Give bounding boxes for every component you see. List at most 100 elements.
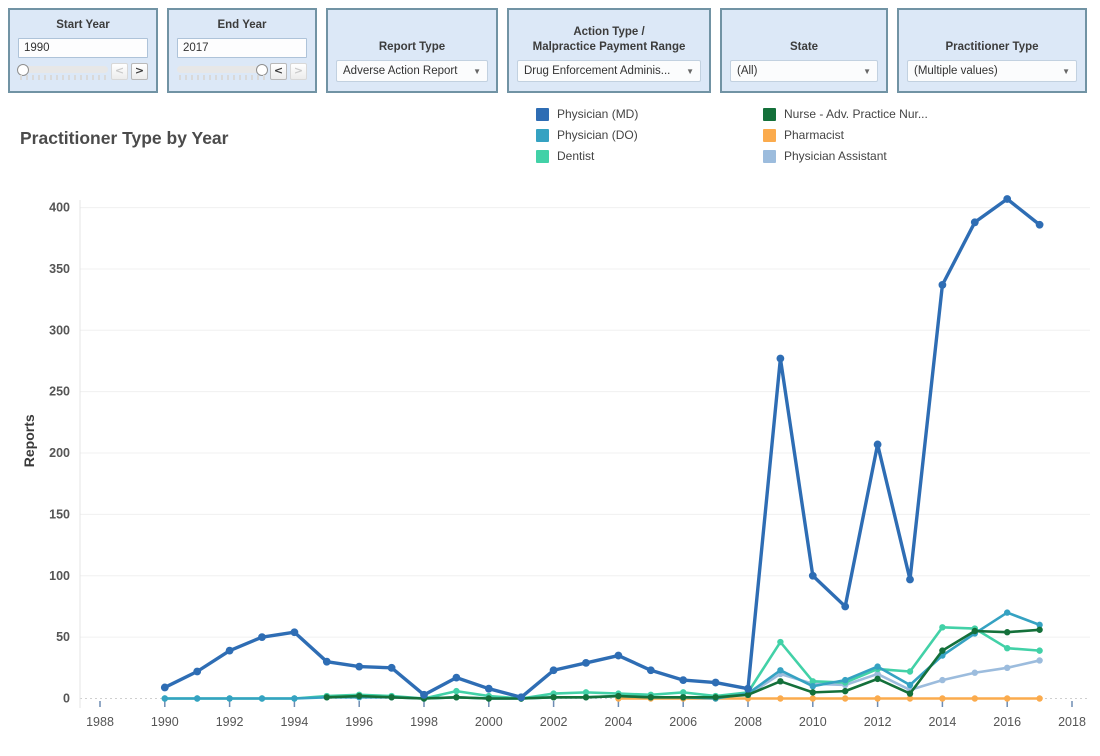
- data-point[interactable]: [906, 681, 914, 689]
- data-point[interactable]: [809, 683, 816, 690]
- data-point[interactable]: [841, 602, 850, 611]
- data-point[interactable]: [939, 647, 946, 654]
- data-point[interactable]: [971, 669, 978, 676]
- data-point[interactable]: [777, 638, 784, 646]
- data-point[interactable]: [711, 678, 720, 687]
- data-point[interactable]: [226, 695, 233, 702]
- data-point[interactable]: [258, 633, 266, 642]
- data-point[interactable]: [550, 694, 557, 701]
- data-point[interactable]: [842, 676, 849, 684]
- data-point[interactable]: [582, 689, 590, 696]
- state-dropdown[interactable]: (All) ▼: [730, 60, 878, 82]
- data-point[interactable]: [939, 695, 946, 702]
- data-point[interactable]: [874, 663, 881, 670]
- data-point[interactable]: [744, 691, 752, 699]
- data-point[interactable]: [582, 694, 590, 701]
- data-point[interactable]: [291, 695, 298, 702]
- data-point[interactable]: [1004, 609, 1011, 616]
- legend-item[interactable]: Physician (DO): [536, 127, 726, 143]
- data-point[interactable]: [322, 657, 331, 666]
- data-point[interactable]: [842, 687, 849, 695]
- data-point[interactable]: [939, 676, 946, 684]
- legend-item[interactable]: Nurse - Adv. Practice Nur...: [763, 106, 953, 122]
- data-point[interactable]: [453, 687, 460, 695]
- end-year-next-button[interactable]: >: [290, 63, 307, 81]
- data-point[interactable]: [970, 218, 979, 227]
- data-point[interactable]: [971, 695, 978, 702]
- data-point[interactable]: [1035, 220, 1044, 229]
- data-point[interactable]: [484, 684, 493, 693]
- report-type-dropdown[interactable]: Adverse Action Report ▼: [336, 60, 488, 82]
- data-point[interactable]: [1004, 629, 1011, 636]
- data-point[interactable]: [1003, 195, 1012, 203]
- data-point[interactable]: [680, 689, 687, 696]
- data-point[interactable]: [777, 678, 784, 685]
- data-point[interactable]: [517, 693, 526, 702]
- data-point[interactable]: [356, 692, 363, 700]
- slider-track[interactable]: [177, 65, 267, 73]
- data-point[interactable]: [485, 695, 492, 702]
- data-point[interactable]: [1004, 644, 1011, 652]
- data-point[interactable]: [777, 667, 784, 674]
- data-point[interactable]: [776, 354, 785, 363]
- end-year-input[interactable]: [177, 38, 307, 59]
- data-point[interactable]: [1004, 664, 1011, 672]
- data-point[interactable]: [615, 692, 622, 700]
- data-point[interactable]: [582, 659, 590, 667]
- data-point[interactable]: [160, 683, 169, 692]
- data-point[interactable]: [453, 694, 460, 701]
- data-point[interactable]: [646, 666, 655, 675]
- data-point[interactable]: [712, 694, 719, 701]
- practitioner-type-dropdown[interactable]: (Multiple values) ▼: [907, 60, 1077, 82]
- start-year-slider[interactable]: [17, 63, 108, 80]
- data-point[interactable]: [679, 676, 688, 684]
- data-point[interactable]: [290, 628, 299, 637]
- data-point[interactable]: [777, 695, 784, 702]
- data-point[interactable]: [1036, 647, 1043, 654]
- data-point[interactable]: [842, 695, 849, 702]
- data-point[interactable]: [873, 440, 882, 449]
- end-year-prev-button[interactable]: <: [270, 63, 287, 81]
- data-point[interactable]: [906, 575, 914, 584]
- start-year-input[interactable]: [18, 38, 148, 59]
- data-point[interactable]: [874, 670, 881, 678]
- data-point[interactable]: [1036, 695, 1043, 702]
- start-year-next-button[interactable]: >: [131, 63, 148, 81]
- data-point[interactable]: [1004, 695, 1011, 702]
- legend-item[interactable]: Pharmacist: [763, 127, 953, 143]
- legend-item[interactable]: Physician (MD): [536, 106, 726, 122]
- data-point[interactable]: [225, 646, 234, 655]
- data-point[interactable]: [387, 663, 396, 672]
- data-point[interactable]: [323, 694, 330, 701]
- data-point[interactable]: [194, 695, 201, 702]
- data-point[interactable]: [809, 678, 816, 685]
- data-point[interactable]: [808, 571, 817, 580]
- data-point[interactable]: [906, 690, 914, 697]
- data-point[interactable]: [355, 662, 364, 671]
- slider-track[interactable]: [18, 65, 108, 73]
- data-point[interactable]: [388, 694, 395, 701]
- data-point[interactable]: [647, 694, 654, 701]
- data-point[interactable]: [1036, 621, 1043, 629]
- data-point[interactable]: [1036, 657, 1043, 664]
- data-point[interactable]: [874, 675, 881, 683]
- data-point[interactable]: [938, 280, 947, 289]
- data-point[interactable]: [809, 695, 816, 702]
- legend-item[interactable]: Physician Assistant: [763, 148, 953, 164]
- data-point[interactable]: [971, 627, 978, 635]
- data-point[interactable]: [614, 651, 623, 660]
- start-year-prev-button[interactable]: <: [111, 63, 128, 81]
- data-point[interactable]: [258, 695, 266, 702]
- data-point[interactable]: [809, 689, 816, 696]
- legend-item[interactable]: Dentist: [536, 148, 726, 164]
- data-point[interactable]: [874, 695, 881, 702]
- data-point[interactable]: [680, 694, 687, 701]
- data-point[interactable]: [549, 666, 558, 675]
- data-point[interactable]: [161, 695, 168, 702]
- data-point[interactable]: [906, 695, 914, 702]
- data-point[interactable]: [906, 668, 914, 675]
- data-point[interactable]: [939, 624, 946, 631]
- end-year-slider[interactable]: [177, 63, 268, 80]
- data-point[interactable]: [744, 684, 752, 693]
- data-point[interactable]: [420, 690, 428, 699]
